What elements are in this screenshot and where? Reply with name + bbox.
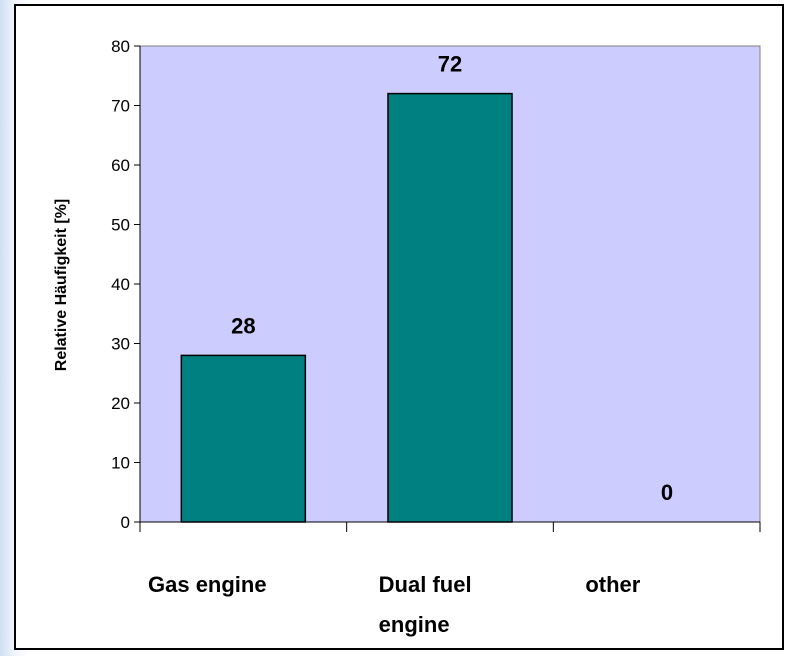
bar <box>387 92 513 523</box>
data-label: 72 <box>438 52 462 77</box>
y-tick-label: 70 <box>111 97 130 116</box>
x-tick-label: other <box>585 572 641 597</box>
y-tick-label: 40 <box>111 275 130 294</box>
y-tick-label: 50 <box>111 216 130 235</box>
y-tick-label: 30 <box>111 335 130 354</box>
x-tick-label: Dual fuel engine <box>378 572 472 637</box>
data-label: 28 <box>231 313 255 338</box>
y-axis-label: Relative Häufigkeit [%] <box>53 199 70 371</box>
data-label: 0 <box>661 480 673 505</box>
y-tick-label: 80 <box>111 37 130 56</box>
y-tick-label: 0 <box>121 513 130 532</box>
y-tick-label: 60 <box>111 156 130 175</box>
y-tick-label: 10 <box>111 454 130 473</box>
bar <box>180 354 307 523</box>
x-tick-label: Gas engine <box>148 572 267 597</box>
y-tick-label: 20 <box>111 394 130 413</box>
